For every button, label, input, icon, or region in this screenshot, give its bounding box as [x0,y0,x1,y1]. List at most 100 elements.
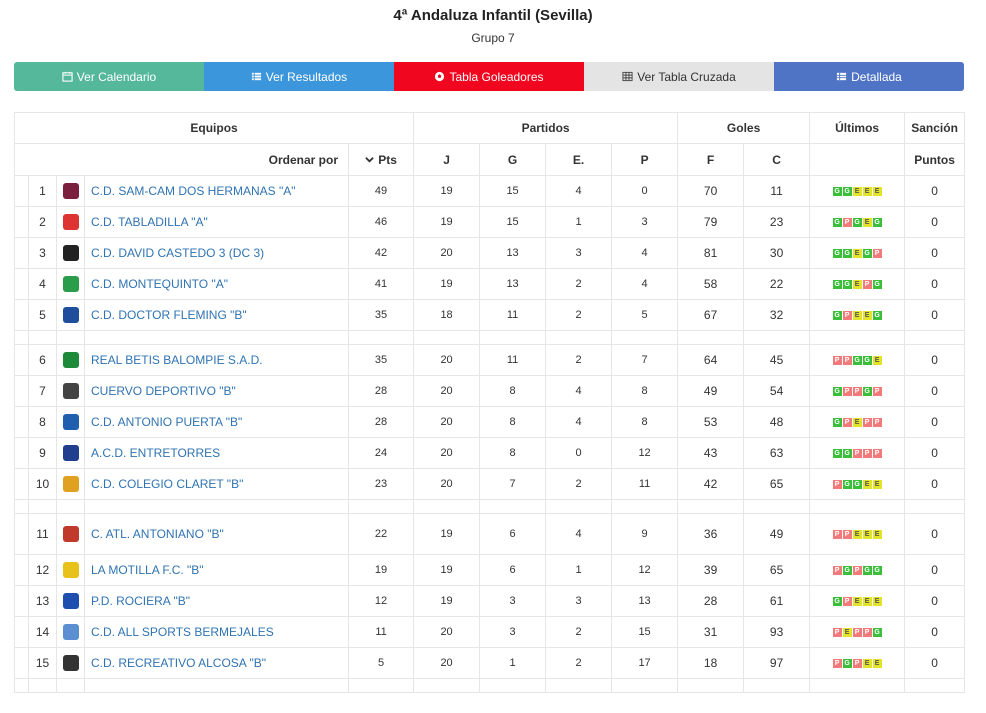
result-badge: G [832,280,842,290]
separator-cell [56,678,85,693]
team-logo-cell [56,468,85,500]
table-row: 11 C. ATL. ANTONIANO "B" 22 19 6 4 9 36 49 P P E E E 0 [14,513,966,555]
team-crest-icon [62,624,79,640]
f-cell: 49 [677,375,745,407]
result-badge: G [872,311,882,321]
p-cell: 8 [611,406,679,438]
team-name-link[interactable]: P.D. ROCIERA "B" [84,585,349,617]
c-cell: 11 [743,175,811,207]
f-cell: 70 [677,175,745,207]
separator-cell [611,499,679,514]
table-row: 3 C.D. DAVID CASTEDO 3 (DC 3) 42 20 13 3 4 81 30… [14,237,966,269]
p-cell: 12 [611,554,679,586]
separator-cell [611,678,679,693]
team-name-link[interactable]: REAL BETIS BALOMPIE S.A.D. [84,344,349,376]
team-name-link[interactable]: C.D. SAM-CAM DOS HERMANAS "A" [84,175,349,207]
team-crest-icon [62,276,79,292]
g-cell: 11 [479,299,547,331]
position-cell: 10 [28,468,57,500]
e-header: E. [545,143,613,176]
separator-cell [677,330,745,345]
position-cell: 9 [28,437,57,469]
team-name-link[interactable]: C.D. DAVID CASTEDO 3 (DC 3) [84,237,349,269]
team-name-link[interactable]: C.D. ANTONIO PUERTA "B" [84,406,349,438]
position-cell: 3 [28,237,57,269]
pts-cell: 28 [347,406,415,438]
ver-calendario-button[interactable]: Ver Calendario [14,62,204,91]
equipos-header: Equipos [13,112,415,144]
g-cell: 13 [479,268,547,300]
f-cell: 36 [677,513,745,555]
result-badge: G [862,387,872,397]
result-badge: E [872,597,882,607]
result-badge: E [872,187,882,197]
pts-cell: 49 [347,175,415,207]
result-badge: G [862,356,872,366]
result-badge: G [852,356,862,366]
separator-cell [479,330,547,345]
tabla-goleadores-button[interactable]: Tabla Goleadores [394,62,584,91]
classification-body: 1 C.D. SAM-CAM DOS HERMANAS "A" 49 19 15 4 0 70… [14,175,966,693]
ver-resultados-label: Ver Resultados [265,69,348,84]
result-badge: P [872,249,882,259]
j-cell: 20 [413,406,481,438]
soccer-ball-icon [435,71,445,82]
table-row: 7 CUERVO DEPORTIVO "B" 28 20 8 4 8 49 54 G P P G P 0 [14,375,966,407]
pts-cell: 12 [347,585,415,617]
result-badge: E [862,480,872,490]
p-cell: 5 [611,299,679,331]
calendar-icon [62,71,73,82]
team-name-link[interactable]: C.D. MONTEQUINTO "A" [84,268,349,300]
team-name-link[interactable]: C.D. ALL SPORTS BERMEJALES [84,616,349,648]
result-badge: E [862,597,872,607]
c-cell: 32 [743,299,811,331]
sancion-cell: 0 [904,237,966,269]
team-name-link[interactable]: C.D. COLEGIO CLARET "B" [84,468,349,500]
c-cell: 63 [743,437,811,469]
position-cell: 8 [28,406,57,438]
result-badge: P [832,628,842,638]
table-row: 2 C.D. TABLADILLA "A" 46 19 15 1 3 79 23 G P G E G 0 [14,206,966,238]
g-cell: 11 [479,344,547,376]
result-badge: G [832,249,842,259]
sort-pts-button[interactable]: Pts [347,143,415,176]
result-badge: G [832,418,842,428]
table-separator [14,499,966,514]
result-badge: E [862,659,872,669]
ver-tabla-cruzada-button[interactable]: Ver Tabla Cruzada [584,62,774,91]
sancion-cell: 0 [904,554,966,586]
j-cell: 18 [413,299,481,331]
j-cell: 19 [413,268,481,300]
team-name-link[interactable]: C.D. TABLADILLA "A" [84,206,349,238]
table-row: 13 P.D. ROCIERA "B" 12 19 3 3 13 28 61 G P E E E 0 [14,585,966,617]
g-cell: 3 [479,585,547,617]
position-cell: 1 [28,175,57,207]
sancion-cell: 0 [904,268,966,300]
result-badge: E [872,659,882,669]
team-name-link[interactable]: C. ATL. ANTONIANO "B" [84,513,349,555]
result-badge: E [862,218,872,228]
c-cell: 45 [743,344,811,376]
result-badge: G [842,566,852,576]
sancion-cell: 0 [904,375,966,407]
position-cell: 14 [28,616,57,648]
j-cell: 20 [413,468,481,500]
result-badge: P [862,418,872,428]
team-name-link[interactable]: C.D. DOCTOR FLEMING "B" [84,299,349,331]
team-logo-cell [56,406,85,438]
team-name-link[interactable]: CUERVO DEPORTIVO "B" [84,375,349,407]
detallada-button[interactable]: Detallada [774,62,964,91]
team-name-link[interactable]: A.C.D. ENTRETORRES [84,437,349,469]
result-badge: G [852,218,862,228]
ultimos-header: Últimos [809,112,906,144]
team-logo-cell [56,554,85,586]
j-cell: 20 [413,616,481,648]
team-name-link[interactable]: C.D. RECREATIVO ALCOSA "B" [84,647,349,679]
j-cell: 20 [413,375,481,407]
result-badge: E [872,530,882,540]
team-name-link[interactable]: LA MOTILLA F.C. "B" [84,554,349,586]
ordenar-por-label: Ordenar por [14,143,349,176]
ver-resultados-button[interactable]: Ver Resultados [204,62,394,91]
